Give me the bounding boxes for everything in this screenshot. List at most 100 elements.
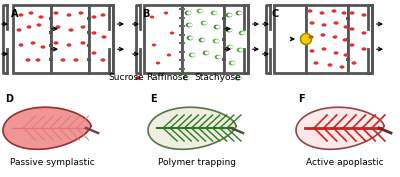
Ellipse shape	[350, 27, 354, 31]
Bar	[222, 58, 226, 61]
Ellipse shape	[234, 75, 242, 81]
Text: Active apoplastic: Active apoplastic	[306, 158, 384, 167]
Bar	[51, 5, 89, 73]
Ellipse shape	[342, 38, 348, 42]
Text: Stachyose: Stachyose	[194, 73, 241, 82]
Bar	[87, 58, 91, 61]
Ellipse shape	[66, 43, 72, 47]
Ellipse shape	[100, 13, 106, 17]
Ellipse shape	[199, 38, 205, 42]
Ellipse shape	[18, 43, 24, 47]
Bar	[183, 34, 185, 36]
Ellipse shape	[183, 76, 189, 80]
Ellipse shape	[334, 21, 338, 25]
Ellipse shape	[214, 25, 220, 29]
Polygon shape	[148, 107, 236, 149]
Text: C: C	[272, 9, 279, 19]
Text: D: D	[5, 94, 13, 104]
Ellipse shape	[36, 23, 42, 27]
Ellipse shape	[92, 31, 96, 35]
Bar	[179, 59, 181, 61]
Bar	[89, 5, 113, 73]
Bar	[181, 42, 183, 44]
Ellipse shape	[28, 11, 34, 15]
Text: Polymer trapping: Polymer trapping	[158, 158, 236, 167]
Ellipse shape	[236, 11, 242, 15]
Ellipse shape	[199, 9, 203, 13]
Ellipse shape	[217, 55, 221, 59]
Bar	[179, 42, 181, 44]
Ellipse shape	[340, 65, 344, 69]
Ellipse shape	[320, 11, 324, 15]
Ellipse shape	[350, 11, 354, 15]
Bar	[181, 34, 183, 36]
Ellipse shape	[74, 58, 78, 62]
Ellipse shape	[205, 51, 209, 55]
Ellipse shape	[60, 58, 66, 62]
Ellipse shape	[322, 23, 326, 27]
Ellipse shape	[156, 61, 160, 64]
Ellipse shape	[226, 13, 232, 17]
Bar	[224, 5, 248, 73]
Bar	[87, 44, 91, 47]
Bar	[179, 8, 181, 10]
Ellipse shape	[211, 11, 217, 15]
Ellipse shape	[80, 25, 86, 29]
Ellipse shape	[36, 58, 40, 62]
Ellipse shape	[308, 9, 312, 13]
Ellipse shape	[203, 21, 207, 25]
Text: E: E	[150, 94, 157, 104]
Ellipse shape	[187, 36, 193, 40]
Ellipse shape	[344, 53, 348, 57]
Ellipse shape	[80, 41, 86, 45]
Ellipse shape	[66, 13, 72, 17]
Bar	[87, 17, 91, 20]
Bar	[49, 31, 53, 34]
Ellipse shape	[164, 12, 168, 15]
Bar	[13, 5, 51, 73]
Ellipse shape	[322, 47, 326, 51]
Ellipse shape	[215, 55, 221, 59]
Ellipse shape	[188, 23, 192, 27]
Ellipse shape	[350, 43, 354, 47]
Bar	[179, 34, 181, 36]
Ellipse shape	[328, 63, 332, 67]
Ellipse shape	[102, 35, 106, 39]
Ellipse shape	[38, 15, 44, 19]
Ellipse shape	[191, 53, 195, 57]
Ellipse shape	[215, 39, 219, 43]
Ellipse shape	[186, 23, 192, 27]
Ellipse shape	[332, 35, 338, 39]
Bar	[181, 8, 183, 10]
Ellipse shape	[320, 33, 326, 37]
Ellipse shape	[100, 58, 106, 62]
Ellipse shape	[92, 15, 96, 19]
Ellipse shape	[26, 58, 30, 62]
Ellipse shape	[308, 35, 314, 39]
Ellipse shape	[229, 61, 235, 65]
Text: Passive symplastic: Passive symplastic	[10, 158, 94, 167]
Ellipse shape	[185, 11, 191, 15]
Text: Raffinose: Raffinose	[146, 73, 188, 82]
Ellipse shape	[226, 28, 232, 32]
Ellipse shape	[332, 9, 336, 13]
Ellipse shape	[239, 31, 245, 35]
Text: A: A	[11, 9, 18, 19]
Ellipse shape	[362, 13, 366, 17]
Bar	[179, 17, 181, 19]
Bar	[144, 5, 182, 73]
Bar	[49, 44, 53, 47]
Ellipse shape	[229, 45, 233, 49]
Bar	[183, 42, 185, 44]
Ellipse shape	[78, 11, 84, 15]
Bar	[179, 25, 181, 27]
Ellipse shape	[54, 41, 58, 45]
Bar	[346, 58, 350, 61]
Ellipse shape	[237, 48, 243, 52]
Bar	[183, 17, 185, 19]
Bar	[183, 68, 185, 70]
Ellipse shape	[16, 28, 22, 32]
Ellipse shape	[334, 51, 338, 55]
Ellipse shape	[216, 25, 220, 29]
Ellipse shape	[213, 39, 219, 43]
